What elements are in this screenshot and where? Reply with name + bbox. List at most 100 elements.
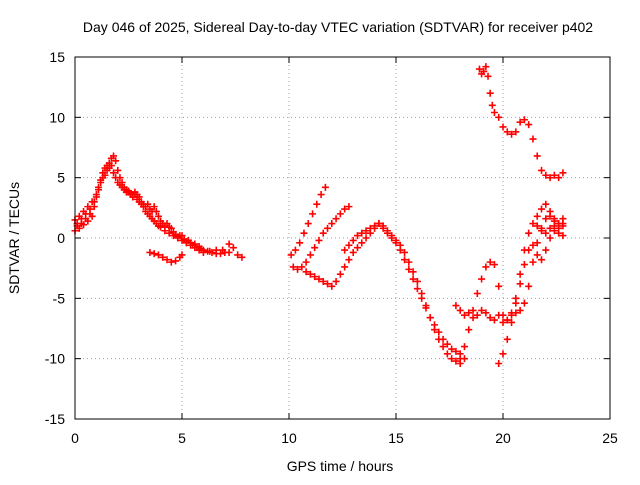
data-point — [107, 162, 115, 170]
x-tick-label: 0 — [71, 430, 79, 446]
data-point — [328, 282, 336, 290]
data-point — [516, 118, 524, 126]
data-point — [172, 257, 180, 265]
data-point — [315, 236, 323, 244]
data-point — [75, 224, 83, 232]
data-point — [112, 174, 120, 182]
data-point — [150, 250, 158, 258]
data-point — [195, 246, 203, 254]
data-point — [484, 72, 492, 80]
data-point — [495, 359, 503, 367]
data-point — [555, 220, 563, 228]
data-point — [542, 171, 550, 179]
data-point — [520, 116, 528, 124]
data-point — [469, 314, 477, 322]
data-point — [206, 247, 214, 255]
data-point — [405, 258, 413, 266]
data-point — [174, 234, 182, 242]
data-point — [525, 282, 533, 290]
data-point — [84, 217, 92, 225]
data-point — [366, 224, 374, 232]
data-points — [71, 63, 567, 367]
data-point — [486, 314, 494, 322]
data-point — [401, 248, 409, 256]
data-point — [358, 239, 366, 247]
data-point — [499, 318, 507, 326]
y-tick-label: -10 — [45, 351, 65, 367]
data-point — [97, 178, 105, 186]
data-point — [538, 227, 546, 235]
data-point — [182, 239, 190, 247]
data-point — [362, 234, 370, 242]
data-point — [460, 343, 468, 351]
data-point — [490, 261, 498, 269]
data-point — [452, 302, 460, 310]
data-point — [538, 166, 546, 174]
data-point — [508, 309, 516, 317]
data-point — [154, 212, 162, 220]
data-point — [469, 306, 477, 314]
y-tick-label: 15 — [49, 49, 65, 65]
data-point — [460, 311, 468, 319]
data-point — [443, 340, 451, 348]
data-point — [529, 220, 537, 228]
data-point — [336, 270, 344, 278]
data-point — [154, 251, 162, 259]
data-point — [306, 251, 314, 259]
y-tick-label: -15 — [45, 411, 65, 427]
data-point — [311, 273, 319, 281]
data-point — [490, 109, 498, 117]
data-point — [95, 186, 103, 194]
data-point — [139, 203, 147, 211]
data-point — [163, 256, 171, 264]
data-point — [482, 63, 490, 71]
data-point — [486, 258, 494, 266]
data-point — [473, 290, 481, 298]
data-point — [341, 205, 349, 213]
data-point — [328, 220, 336, 228]
data-point — [503, 335, 511, 343]
data-point — [353, 244, 361, 252]
data-point — [152, 207, 160, 215]
data-point — [225, 248, 233, 256]
data-point — [488, 101, 496, 109]
data-point — [516, 280, 524, 288]
data-point — [508, 130, 516, 138]
data-point — [520, 299, 528, 307]
data-point — [291, 246, 299, 254]
data-point — [516, 306, 524, 314]
data-point — [542, 215, 550, 223]
y-tick-label: 0 — [57, 230, 65, 246]
data-point — [550, 227, 558, 235]
data-point — [443, 350, 451, 358]
x-tick-label: 20 — [495, 430, 511, 446]
data-point — [512, 128, 520, 136]
data-point — [448, 345, 456, 353]
data-point — [86, 205, 94, 213]
data-point — [482, 309, 490, 317]
data-point — [418, 294, 426, 302]
data-point — [309, 210, 317, 218]
data-point — [300, 229, 308, 237]
data-point — [144, 200, 152, 208]
data-point — [319, 277, 327, 285]
data-point — [345, 241, 353, 249]
grid-lines — [75, 57, 610, 419]
data-point — [503, 128, 511, 136]
data-point — [345, 256, 353, 264]
data-point — [495, 113, 503, 121]
data-point — [375, 220, 383, 228]
data-point — [219, 246, 227, 254]
x-axis-label: GPS time / hours — [287, 458, 394, 474]
data-point — [159, 253, 167, 261]
data-point — [167, 258, 175, 266]
data-point — [546, 174, 554, 182]
data-point — [546, 224, 554, 232]
data-point — [341, 263, 349, 271]
data-point — [319, 229, 327, 237]
data-point — [287, 251, 295, 259]
data-point — [409, 268, 417, 276]
data-point — [324, 280, 332, 288]
x-tick-label: 25 — [602, 430, 618, 446]
data-point — [296, 239, 304, 247]
